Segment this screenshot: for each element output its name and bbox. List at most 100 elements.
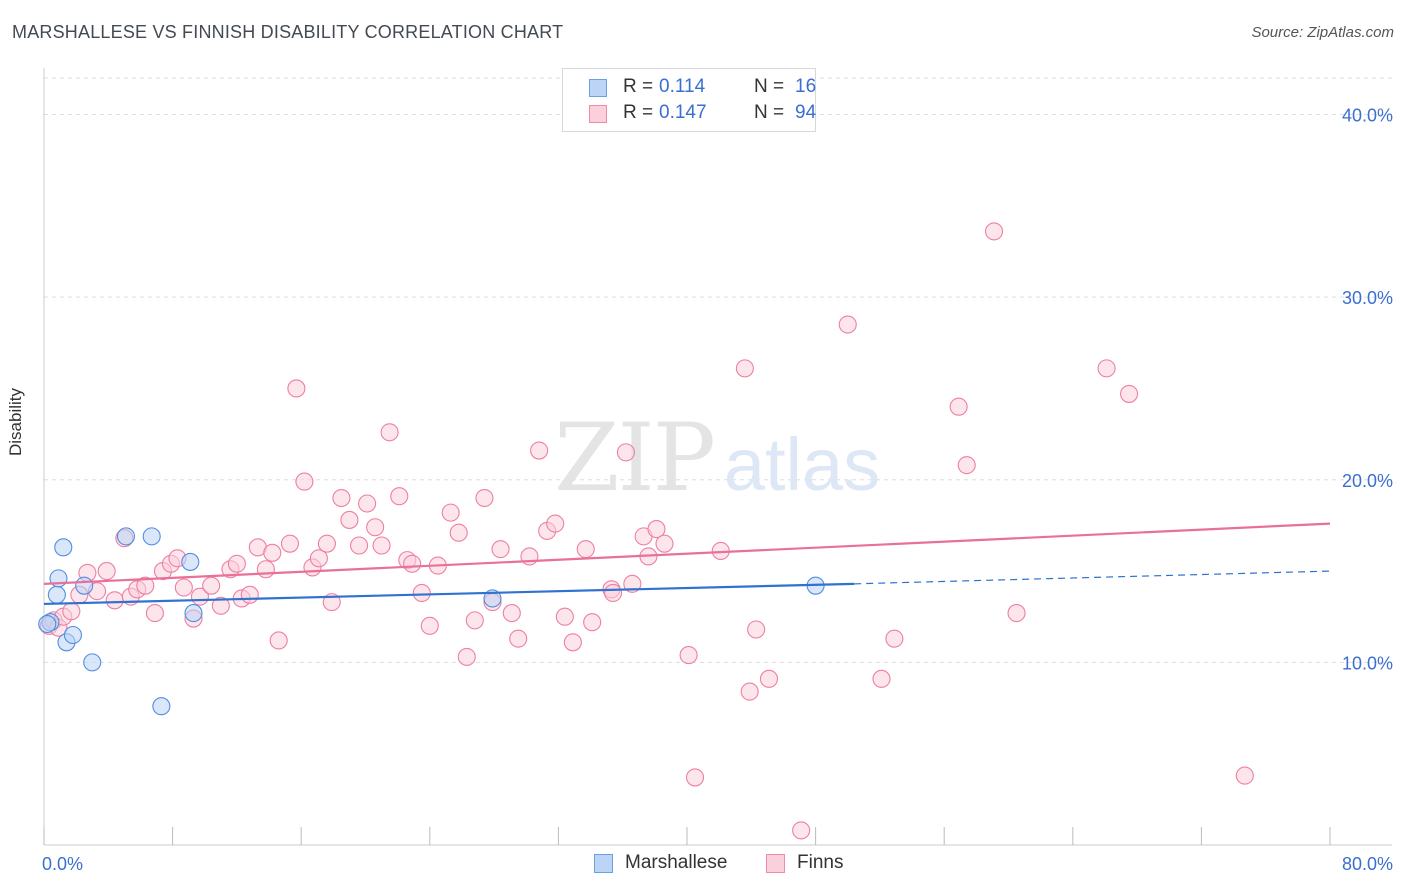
finns-point <box>412 583 431 603</box>
finns-point <box>647 520 666 539</box>
finns-point <box>885 629 904 648</box>
finns-point <box>256 560 275 579</box>
x-tick-label: 0.0% <box>42 854 83 874</box>
finns-point <box>280 534 299 553</box>
finns-point <box>685 768 705 787</box>
finns-point <box>350 536 369 555</box>
finns-point <box>317 534 336 553</box>
y-tick-label: 20.0% <box>1342 471 1393 491</box>
finns-point <box>340 510 359 529</box>
finns-point <box>211 596 230 615</box>
finns-point <box>1235 766 1254 785</box>
r-label: R = <box>623 76 654 97</box>
finns-point <box>62 602 81 621</box>
finns-point <box>465 611 484 630</box>
finns-point <box>491 540 510 559</box>
finns-point <box>957 456 976 475</box>
finns-point <box>740 682 759 701</box>
finns-point <box>555 607 574 626</box>
axes <box>43 68 1392 846</box>
finns-swatch <box>589 105 607 123</box>
finns-point <box>475 488 494 508</box>
finns-point <box>145 604 164 623</box>
finns-point <box>403 554 422 573</box>
marshallese-point <box>83 653 102 672</box>
r-value: 0.114 <box>659 76 706 97</box>
n-value: 16 <box>795 76 817 97</box>
finns-legend-swatch <box>766 854 785 873</box>
y-tick-label: 40.0% <box>1342 106 1393 126</box>
finns-point <box>227 554 246 573</box>
marshallese-swatch <box>589 79 607 97</box>
finns-point <box>747 620 766 639</box>
finns-point <box>420 616 439 635</box>
r-label: R = <box>623 102 654 123</box>
marshallese-point <box>38 614 57 634</box>
marshallese-point <box>75 576 94 595</box>
marshallese-point <box>483 589 502 608</box>
marshallese-legend-swatch <box>594 854 613 873</box>
n-value: 94 <box>795 102 817 123</box>
marshallese-trend-extension <box>854 570 1331 585</box>
watermark-zip: ZIP <box>554 404 714 513</box>
finns-point <box>441 503 460 522</box>
marshallese-point <box>116 527 136 546</box>
finns-point <box>583 613 602 632</box>
finns-point <box>269 631 288 650</box>
finns-point <box>332 488 351 508</box>
finns-point <box>380 423 399 442</box>
finns-point <box>358 494 377 513</box>
marshallese-point <box>142 527 161 546</box>
finns-point <box>576 540 595 559</box>
finns-point <box>309 549 328 568</box>
finns-point <box>1120 384 1139 403</box>
finns-point <box>1007 604 1026 623</box>
finns-point <box>366 518 385 537</box>
finns-point <box>136 576 155 595</box>
marshallese-point <box>184 604 203 623</box>
finns-point <box>838 315 857 334</box>
finns-point <box>390 487 409 506</box>
watermark-atlas: atlas <box>724 423 880 506</box>
finns-point <box>449 523 468 542</box>
tick-labels: 10.0% 20.0% 30.0% 40.0% 0.0% 80.0% <box>42 106 1393 874</box>
finns-point <box>604 583 623 603</box>
finns-point <box>546 514 565 533</box>
finns-point <box>457 647 476 666</box>
finns-point <box>655 534 674 553</box>
n-label: N = <box>754 76 785 97</box>
finns-point <box>105 591 124 610</box>
finns-point <box>759 669 779 688</box>
marshallese-point <box>181 552 200 571</box>
finns-point <box>623 574 642 593</box>
watermark: ZIP atlas <box>554 404 880 513</box>
finns-point <box>263 543 282 562</box>
finns-point <box>616 443 635 462</box>
finns-point <box>679 646 698 665</box>
finns-point <box>287 379 306 398</box>
marshallese-point <box>54 538 73 557</box>
x-tick-label: 80.0% <box>1342 854 1393 874</box>
marshallese-point <box>63 625 82 645</box>
finns-point <box>174 578 193 597</box>
source-credit: Source: ZipAtlas.com <box>1251 24 1394 41</box>
finns-point <box>1097 359 1116 378</box>
marshallese-trend-line <box>43 582 855 606</box>
data-points <box>38 222 1254 840</box>
marshallese-point <box>47 585 66 604</box>
finns-point <box>295 472 314 491</box>
finns-point <box>984 222 1004 241</box>
y-axis-label: Disability <box>6 387 25 456</box>
finns-point <box>949 397 968 416</box>
chart-title: MARSHALLESE VS FINNISH DISABILITY CORREL… <box>12 22 564 42</box>
finns-point <box>872 669 891 688</box>
y-tick-label: 30.0% <box>1342 288 1393 308</box>
marshallese-point <box>152 697 171 716</box>
finns-point <box>530 441 549 460</box>
legend-label: Finns <box>797 852 844 873</box>
finns-point <box>97 562 116 581</box>
finns-trend-line <box>43 522 1331 585</box>
stats-box: R = 0.114 N = 16 R = 0.147 N = 94 <box>562 68 816 132</box>
finns-point <box>240 585 259 604</box>
